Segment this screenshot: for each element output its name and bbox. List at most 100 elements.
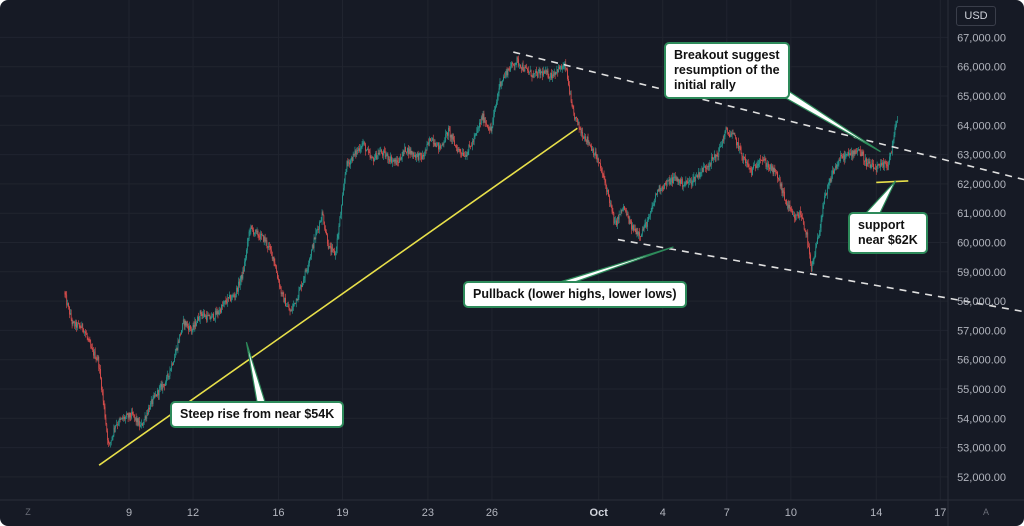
candle-body bbox=[524, 66, 526, 72]
candle-body bbox=[206, 315, 207, 321]
candle-body bbox=[518, 59, 519, 66]
candle-body bbox=[89, 339, 91, 343]
candle-body bbox=[346, 161, 348, 170]
candle-body bbox=[625, 210, 627, 215]
candle-body bbox=[546, 70, 548, 73]
candle-body bbox=[391, 156, 392, 163]
candle-body bbox=[548, 77, 550, 79]
candle-body bbox=[544, 70, 546, 74]
candle-body bbox=[568, 84, 570, 94]
candle-body bbox=[770, 164, 772, 171]
candle-body bbox=[382, 152, 383, 156]
candle-body bbox=[460, 151, 462, 154]
candle-body bbox=[599, 162, 600, 164]
candle-body bbox=[380, 149, 382, 152]
candle-body bbox=[368, 151, 370, 153]
candle-body bbox=[842, 156, 843, 158]
candle-body bbox=[311, 249, 312, 257]
candle-body bbox=[189, 325, 190, 331]
candle-body bbox=[140, 425, 141, 427]
candle-body bbox=[66, 295, 68, 305]
candle-body bbox=[802, 217, 803, 220]
candle-body bbox=[213, 313, 214, 320]
candle-body bbox=[762, 160, 764, 162]
candle-body bbox=[297, 297, 299, 301]
candle-body bbox=[692, 178, 694, 183]
candle-body bbox=[111, 436, 113, 441]
candle-body bbox=[838, 160, 840, 165]
candle-body bbox=[323, 215, 325, 224]
candle-body bbox=[825, 193, 826, 197]
candle-body bbox=[556, 69, 558, 73]
candle-body bbox=[700, 172, 702, 174]
candle-body bbox=[138, 421, 140, 426]
candle-body bbox=[493, 114, 495, 121]
candle-body bbox=[90, 342, 92, 347]
candle-body bbox=[269, 245, 270, 247]
candle-body bbox=[660, 190, 662, 192]
candle-body bbox=[378, 152, 380, 155]
candle-body bbox=[666, 180, 668, 185]
autoscale-button[interactable]: A bbox=[982, 507, 989, 517]
candle-body bbox=[68, 303, 69, 307]
candle-body bbox=[586, 136, 588, 142]
candle-body bbox=[226, 302, 228, 304]
currency-label[interactable]: USD bbox=[956, 6, 996, 26]
candle-body bbox=[463, 152, 464, 157]
candle-body bbox=[850, 151, 852, 156]
candle-body bbox=[381, 149, 382, 153]
candle-body bbox=[569, 93, 571, 95]
candle-body bbox=[464, 156, 465, 157]
candle-body bbox=[274, 262, 276, 267]
candle-body bbox=[290, 309, 292, 312]
candle-body bbox=[598, 158, 600, 163]
candle-body bbox=[319, 222, 320, 230]
candle-body bbox=[180, 334, 181, 336]
candle-body bbox=[345, 169, 347, 175]
candle-body bbox=[879, 164, 881, 168]
candle-body bbox=[841, 154, 842, 157]
candle-body bbox=[834, 168, 835, 174]
candle-body bbox=[620, 209, 622, 215]
candle-body bbox=[236, 287, 237, 295]
candle-body bbox=[787, 203, 789, 208]
candle-body bbox=[420, 152, 422, 157]
candle-body bbox=[193, 325, 195, 328]
candle-body bbox=[698, 172, 700, 178]
candle-body bbox=[407, 147, 409, 155]
x-tick-label: 23 bbox=[422, 507, 434, 519]
candle-body bbox=[453, 136, 455, 141]
candle-body bbox=[133, 414, 134, 416]
candle-body bbox=[363, 142, 365, 144]
candle-body bbox=[820, 219, 822, 228]
candle-body bbox=[307, 268, 309, 271]
candle-body bbox=[509, 69, 511, 71]
candle-body bbox=[227, 297, 229, 303]
candle-body bbox=[422, 155, 423, 160]
candle-body bbox=[432, 138, 434, 144]
candle-body bbox=[275, 266, 277, 269]
candle-body bbox=[873, 163, 874, 170]
candle-body bbox=[555, 72, 557, 75]
candle-body bbox=[333, 248, 334, 251]
candle-body bbox=[501, 82, 503, 86]
candle-body bbox=[122, 417, 124, 420]
candle-body bbox=[312, 245, 314, 248]
candle-body bbox=[896, 121, 898, 124]
candle-body bbox=[721, 145, 722, 147]
candle-body bbox=[868, 161, 870, 164]
timezone-button[interactable]: Z bbox=[25, 507, 31, 517]
candle-body bbox=[93, 351, 95, 356]
y-tick-label: 58,000.00 bbox=[957, 296, 1006, 308]
candle-body bbox=[369, 152, 371, 158]
candle-body bbox=[462, 152, 463, 155]
candle-body bbox=[790, 208, 792, 210]
candle-body bbox=[744, 156, 745, 159]
candle-body bbox=[224, 300, 226, 302]
candle-body bbox=[182, 319, 184, 324]
candle-body bbox=[143, 419, 145, 424]
candle-body bbox=[786, 203, 788, 205]
candle-body bbox=[104, 406, 106, 418]
candle-body bbox=[870, 164, 872, 168]
candle-body bbox=[208, 315, 210, 317]
